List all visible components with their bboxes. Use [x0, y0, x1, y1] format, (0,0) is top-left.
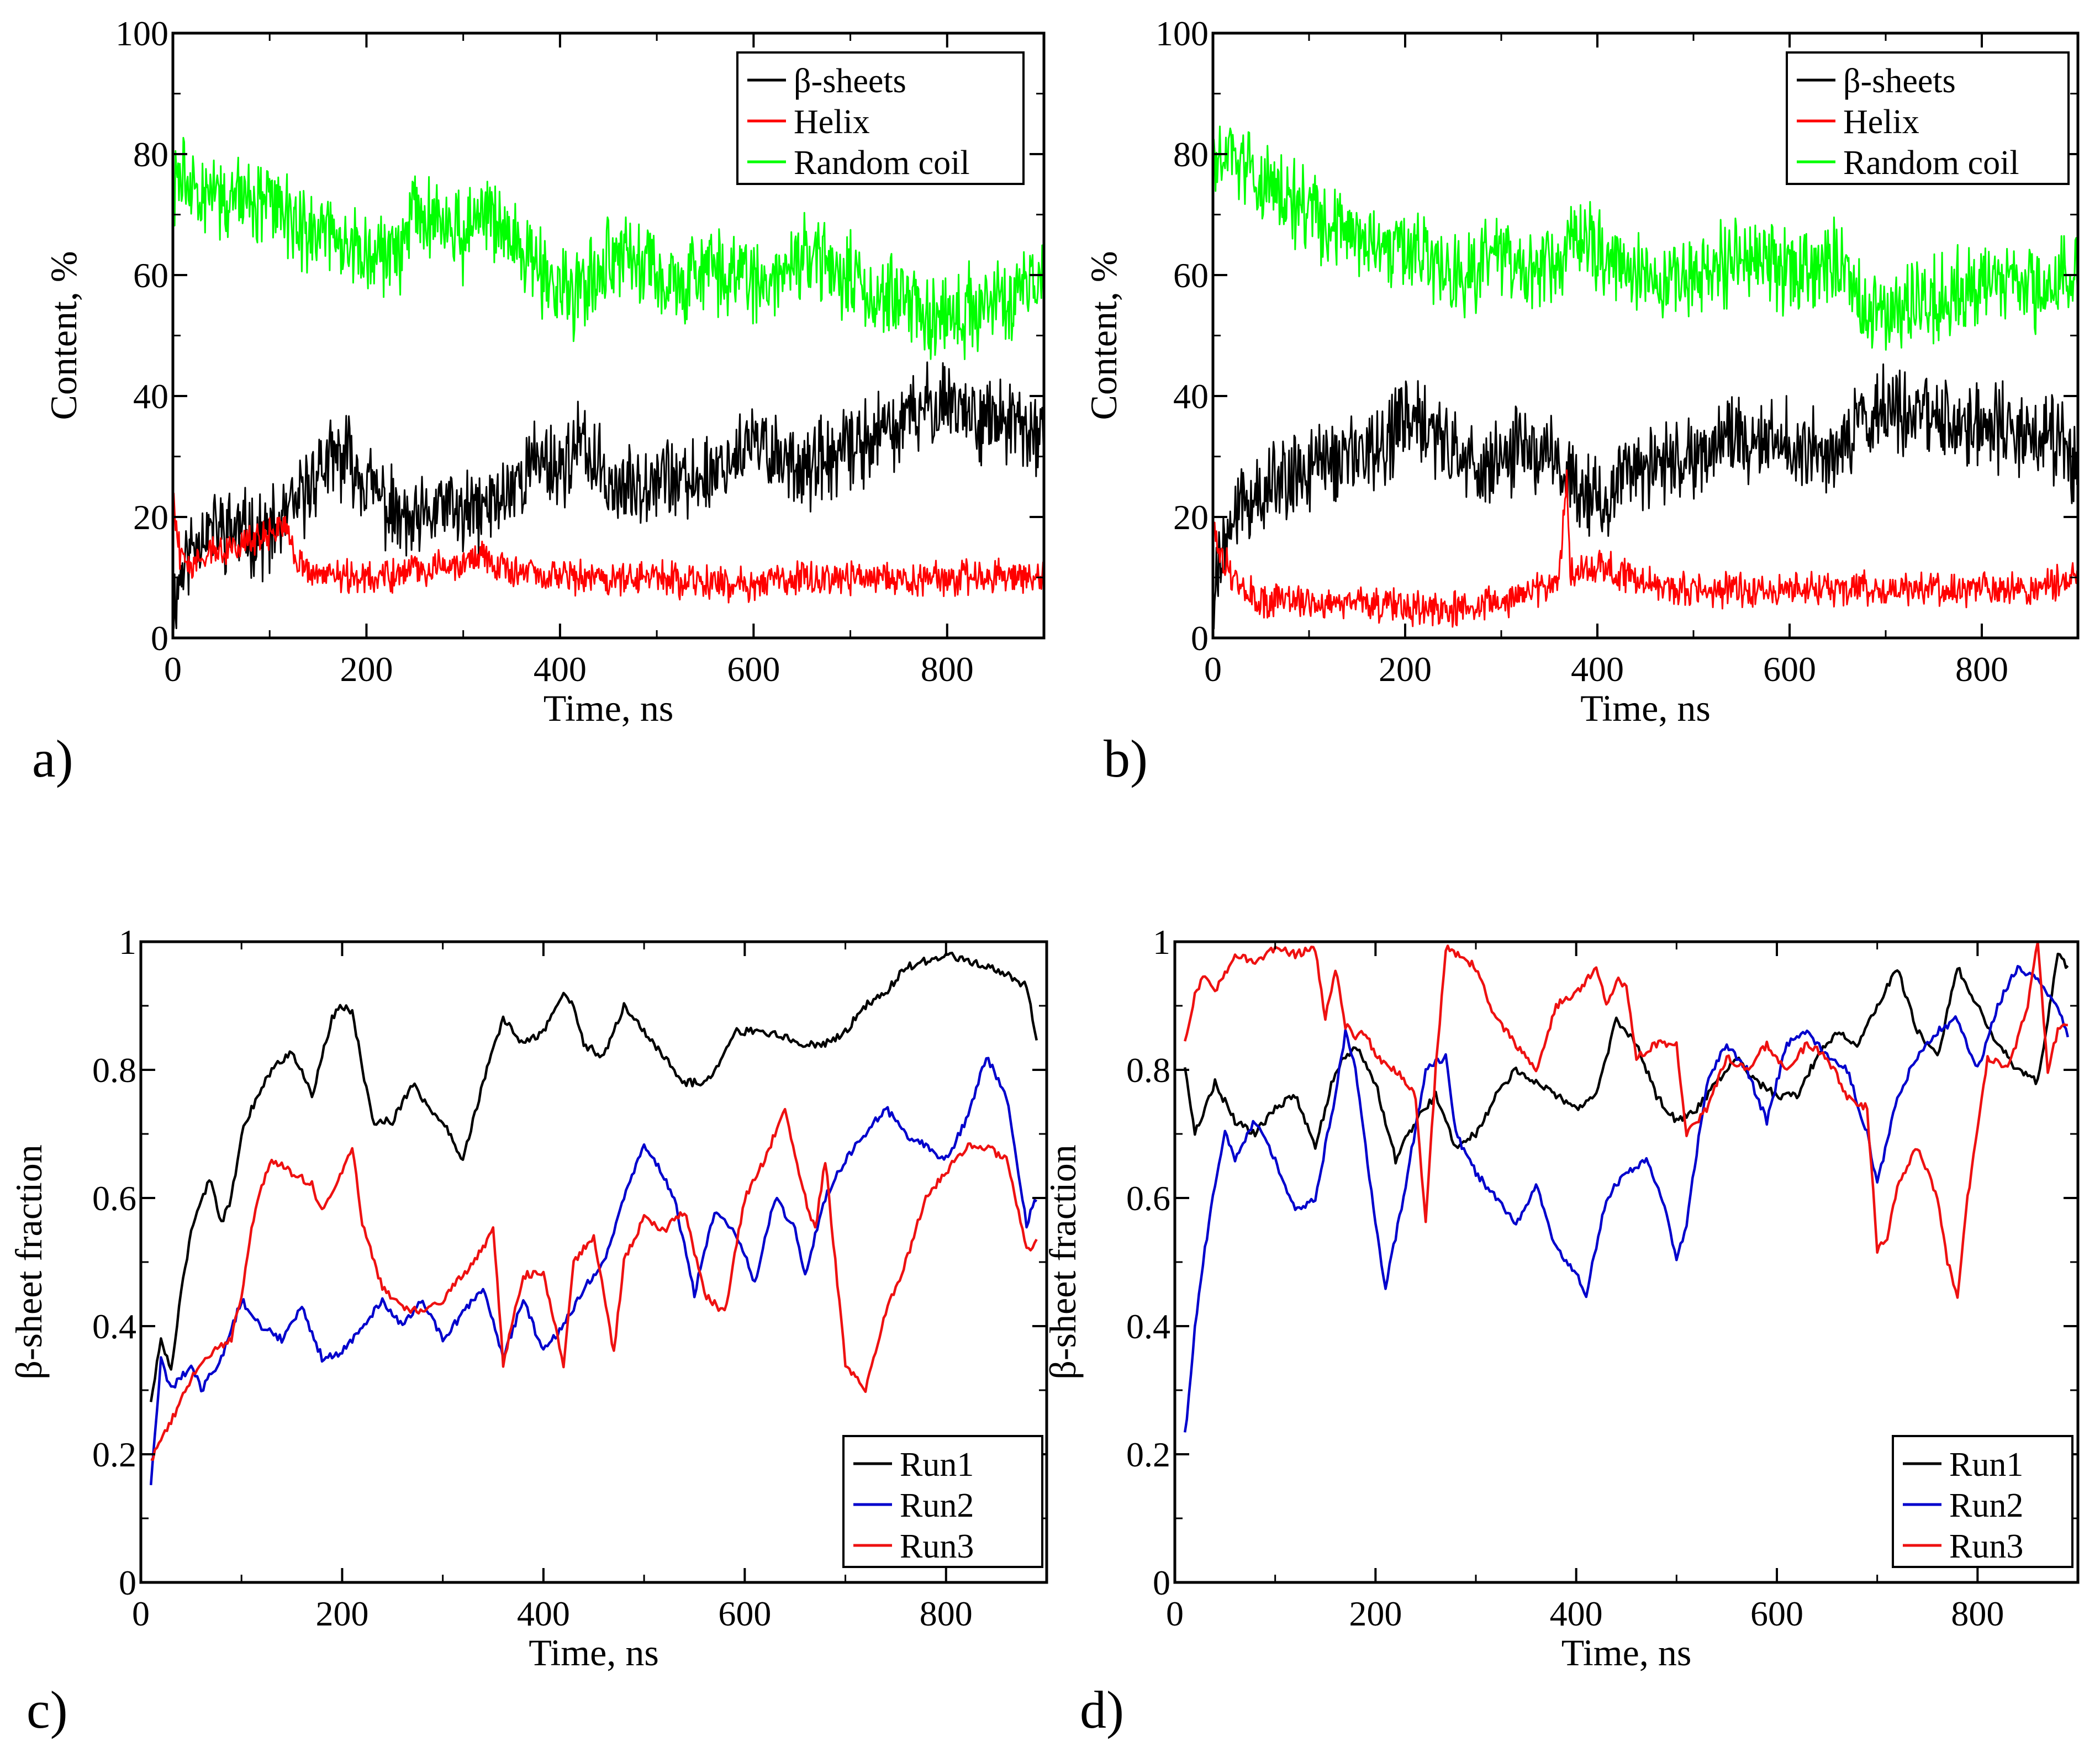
- x-axis-label: Time, ns: [529, 1632, 659, 1674]
- legend-label: Run1: [1949, 1446, 2023, 1484]
- legend-label: Random coil: [794, 144, 970, 182]
- legend-label: Run3: [1949, 1528, 2023, 1565]
- x-axis-label: Time, ns: [544, 687, 674, 729]
- y-tick-label: 0.4: [1126, 1307, 1170, 1346]
- chart-panel-c: 0 200 400 600 800 0 0.2 0.4 0.6 0.8 1 Time, ns β-she…: [8, 922, 1048, 1674]
- y-tick-label: 100: [115, 14, 168, 53]
- legend-label: Random coil: [1843, 144, 2019, 182]
- y-tick-label: 0.8: [1126, 1051, 1170, 1090]
- y-tick-label: 0: [1153, 1563, 1170, 1602]
- legend-label: Helix: [794, 103, 870, 141]
- x-tick-label: 600: [727, 650, 780, 689]
- legend-label: β-sheets: [1843, 62, 1956, 100]
- y-tick-label: 0.6: [1126, 1179, 1170, 1218]
- series-line-random-coil: [172, 136, 1045, 360]
- y-tick-label: 0: [1191, 619, 1209, 658]
- x-tick-label: 200: [1349, 1594, 1402, 1633]
- y-tick-label: 0.6: [92, 1179, 136, 1218]
- y-tick-label: 60: [1173, 256, 1209, 295]
- x-axis-label: Time, ns: [1561, 1632, 1692, 1674]
- legend-box: [1786, 51, 2070, 185]
- x-tick-label: 600: [718, 1594, 771, 1633]
- series-line--sheets: [172, 361, 1045, 633]
- chart-panel-d: 0 200 400 600 800 0 0.2 0.4 0.6 0.8 1 Time, ns β-she…: [1042, 922, 2080, 1674]
- series-line-run1: [1183, 952, 2069, 1165]
- legend-label: Run1: [900, 1446, 974, 1484]
- y-tick-label: 0.4: [92, 1307, 136, 1346]
- legend-label: Run2: [900, 1487, 974, 1524]
- y-tick-label: 60: [133, 256, 168, 295]
- x-tick-label: 400: [1571, 650, 1624, 689]
- panel-label-d: d): [1080, 1680, 1124, 1739]
- x-tick-label: 400: [1550, 1594, 1603, 1633]
- panel-label-c: c): [27, 1680, 68, 1739]
- x-tick-label: 600: [1763, 650, 1816, 689]
- x-tick-label: 0: [164, 650, 182, 689]
- y-tick-label: 0.2: [92, 1435, 136, 1474]
- y-tick-label: 0.8: [92, 1051, 136, 1090]
- y-tick-label: 40: [1173, 377, 1209, 416]
- y-tick-label: 20: [133, 498, 168, 537]
- y-tick-label: 0: [151, 619, 168, 658]
- series-line--sheets: [1212, 363, 2079, 630]
- legend-label: Run2: [1949, 1487, 2023, 1524]
- y-tick-label: 80: [133, 135, 168, 174]
- x-tick-label: 200: [340, 650, 393, 689]
- series-line-run2: [1183, 965, 2069, 1433]
- series-line-helix: [1212, 469, 2078, 628]
- y-tick-label: 1: [119, 922, 136, 962]
- x-tick-label: 0: [1166, 1594, 1184, 1633]
- chart-panel-a: 0 200 400 600 800 0 20 40 60 80 100 Time, ns Content…: [43, 14, 1046, 729]
- legend-label: Run3: [900, 1528, 974, 1565]
- series-line-random-coil: [1212, 125, 2079, 351]
- y-axis-label: Content, %: [43, 251, 85, 420]
- chart-panel-b: 0 200 400 600 800 0 20 40 60 80 100 Time, ns Content…: [1083, 14, 2080, 729]
- series-line-run3: [150, 1107, 1038, 1461]
- y-tick-label: 20: [1173, 498, 1209, 537]
- x-axis-label: Time, ns: [1580, 687, 1711, 729]
- series-line-run3: [1184, 941, 2068, 1299]
- x-tick-label: 800: [921, 650, 974, 689]
- x-tick-label: 600: [1750, 1594, 1803, 1633]
- series-line-run1: [149, 952, 1038, 1402]
- legend-label: Helix: [1843, 103, 1919, 141]
- y-tick-label: 0.2: [1126, 1435, 1170, 1474]
- legend-box: [842, 1435, 1043, 1568]
- y-tick-label: 0: [119, 1563, 136, 1602]
- panel-label-b: b): [1104, 729, 1148, 788]
- series-line-helix: [172, 491, 1045, 604]
- series-line-run2: [149, 1057, 1037, 1485]
- y-tick-label: 40: [133, 377, 168, 416]
- y-tick-label: 1: [1153, 922, 1170, 962]
- x-tick-label: 0: [132, 1594, 150, 1633]
- y-tick-label: 100: [1155, 14, 1209, 53]
- y-axis-label: β-sheet fraction: [1042, 1144, 1084, 1379]
- x-tick-label: 0: [1204, 650, 1222, 689]
- x-tick-label: 400: [534, 650, 587, 689]
- y-axis-label: β-sheet fraction: [8, 1144, 50, 1379]
- x-tick-label: 200: [1379, 650, 1432, 689]
- x-tick-label: 800: [1955, 650, 2008, 689]
- y-axis-label: Content, %: [1083, 251, 1125, 420]
- panel-label-a: a): [32, 729, 73, 788]
- y-tick-label: 80: [1173, 135, 1209, 174]
- x-tick-label: 400: [517, 1594, 570, 1633]
- x-tick-label: 800: [920, 1594, 973, 1633]
- x-tick-label: 800: [1951, 1594, 2004, 1633]
- x-tick-label: 200: [315, 1594, 368, 1633]
- legend-label: β-sheets: [794, 62, 906, 100]
